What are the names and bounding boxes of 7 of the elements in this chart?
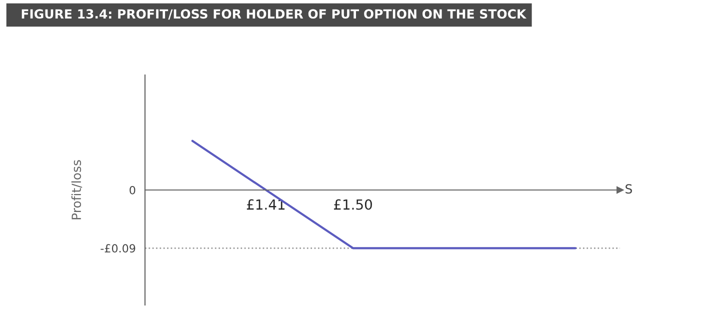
y-tick-label: 0 [130,186,136,194]
x-tick-label: £1.41 [246,199,285,210]
chart-title: FIGURE 13.4: PROFIT/LOSS FOR HOLDER OF PUT OPTION ON THE STOCK [22,9,527,20]
x-tick-label: £1.50 [334,199,372,210]
x-axis-title: S [626,184,632,194]
y-tick-label: -£0.09 [100,244,136,253]
y-axis-title: Profit/loss [71,160,82,220]
